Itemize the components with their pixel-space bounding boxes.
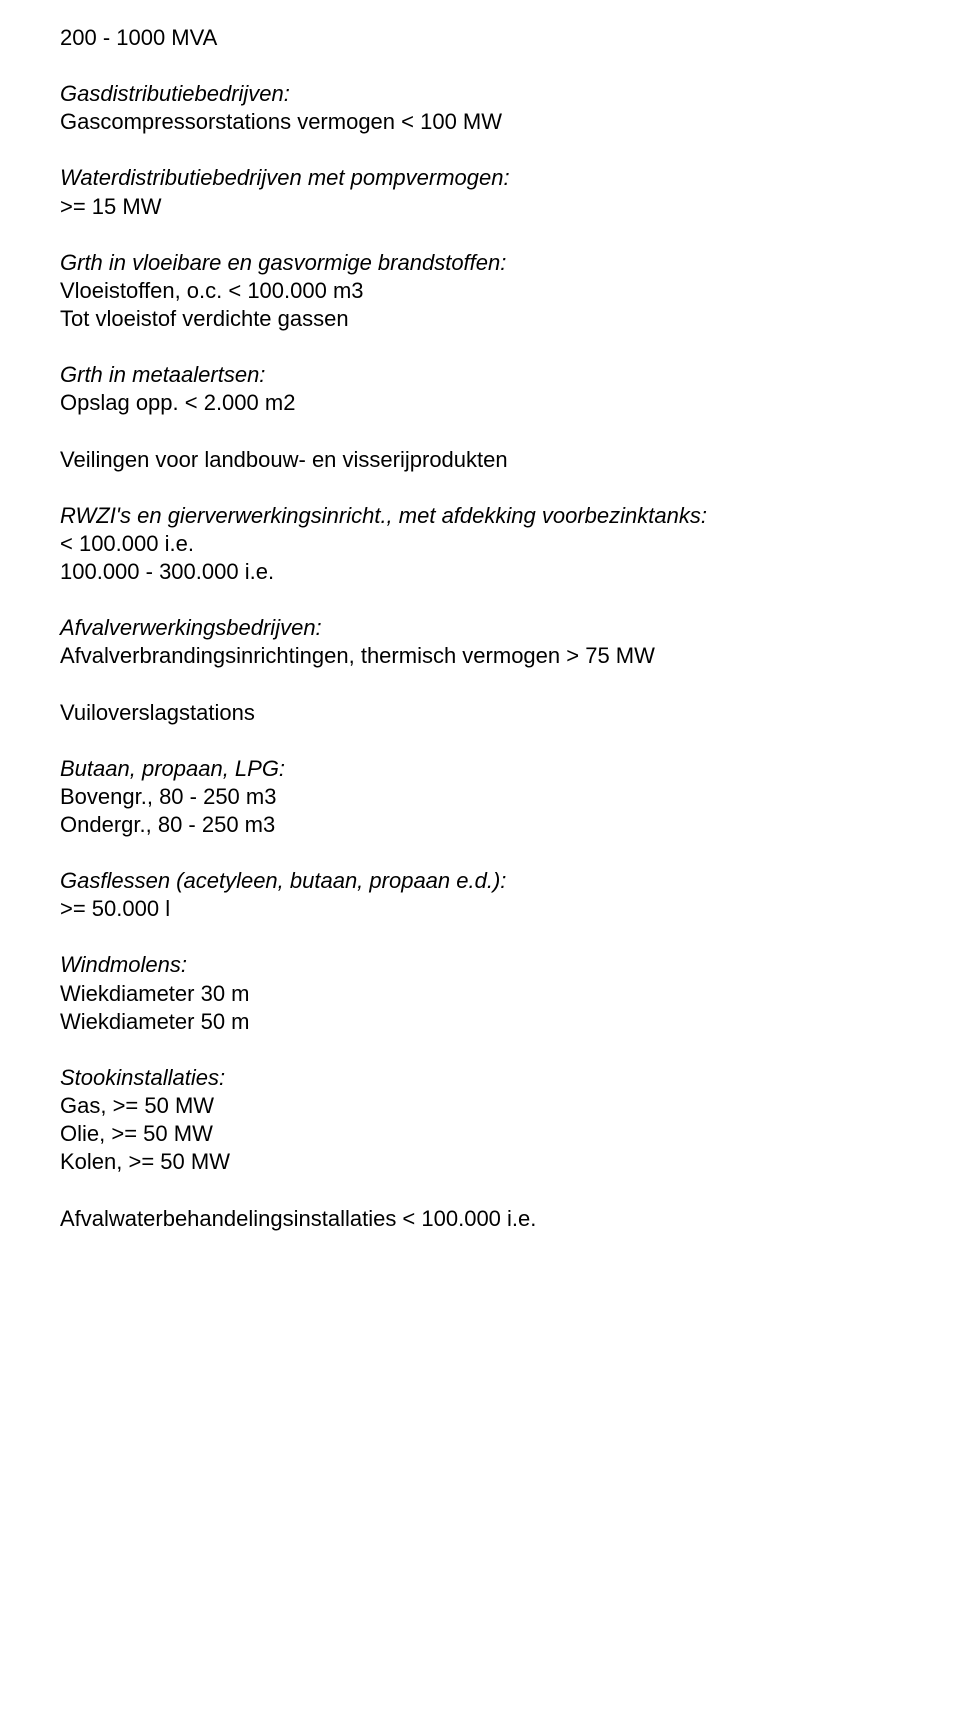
line-gasflessen-value: >= 50.000 l	[60, 895, 900, 923]
line-afvalverbranding: Afvalverbrandingsinrichtingen, thermisch…	[60, 642, 900, 670]
line-veilingen: Veilingen voor landbouw- en visserijprod…	[60, 446, 900, 474]
line-gascompressor: Gascompressorstations vermogen < 100 MW	[60, 108, 900, 136]
line-stook-olie: Olie, >= 50 MW	[60, 1120, 900, 1148]
line-verdichte-gassen: Tot vloeistof verdichte gassen	[60, 305, 900, 333]
block-afvalverwerking: Afvalverwerkingsbedrijven: Afvalverbrand…	[60, 614, 900, 670]
block-gasflessen: Gasflessen (acetyleen, butaan, propaan e…	[60, 867, 900, 923]
line-vuiloverslag: Vuiloverslagstations	[60, 699, 900, 727]
line-stook-kolen: Kolen, >= 50 MW	[60, 1148, 900, 1176]
heading-stookinstallaties: Stookinstallaties:	[60, 1064, 900, 1092]
block-grth-brandstoffen: Grth in vloeibare en gasvormige brandsto…	[60, 249, 900, 333]
line-afvalwater: Afvalwaterbehandelingsinstallaties < 100…	[60, 1205, 900, 1233]
block-gasdistributie: Gasdistributiebedrijven: Gascompressorst…	[60, 80, 900, 136]
line-ondergr: Ondergr., 80 - 250 m3	[60, 811, 900, 839]
line-wiek-50: Wiekdiameter 50 m	[60, 1008, 900, 1036]
heading-windmolens: Windmolens:	[60, 951, 900, 979]
line-mva: 200 - 1000 MVA	[60, 24, 900, 52]
heading-rwzi: RWZI's en gierverwerkingsinricht., met a…	[60, 502, 900, 530]
line-opslag-opp: Opslag opp. < 2.000 m2	[60, 389, 900, 417]
line-waterdistributie-value: >= 15 MW	[60, 193, 900, 221]
line-rwzi-2: 100.000 - 300.000 i.e.	[60, 558, 900, 586]
block-rwzi: RWZI's en gierverwerkingsinricht., met a…	[60, 502, 900, 586]
heading-afvalverwerking: Afvalverwerkingsbedrijven:	[60, 614, 900, 642]
heading-grth-metaalertsen: Grth in metaalertsen:	[60, 361, 900, 389]
heading-grth-brandstoffen: Grth in vloeibare en gasvormige brandsto…	[60, 249, 900, 277]
block-grth-metaalertsen: Grth in metaalertsen: Opslag opp. < 2.00…	[60, 361, 900, 417]
block-butaan: Butaan, propaan, LPG: Bovengr., 80 - 250…	[60, 755, 900, 839]
heading-butaan: Butaan, propaan, LPG:	[60, 755, 900, 783]
heading-gasflessen: Gasflessen (acetyleen, butaan, propaan e…	[60, 867, 900, 895]
line-vloeistoffen: Vloeistoffen, o.c. < 100.000 m3	[60, 277, 900, 305]
block-stookinstallaties: Stookinstallaties: Gas, >= 50 MW Olie, >…	[60, 1064, 900, 1177]
line-bovengr: Bovengr., 80 - 250 m3	[60, 783, 900, 811]
block-waterdistributie: Waterdistributiebedrijven met pompvermog…	[60, 164, 900, 220]
line-wiek-30: Wiekdiameter 30 m	[60, 980, 900, 1008]
line-stook-gas: Gas, >= 50 MW	[60, 1092, 900, 1120]
block-windmolens: Windmolens: Wiekdiameter 30 m Wiekdiamet…	[60, 951, 900, 1035]
heading-waterdistributie: Waterdistributiebedrijven met pompvermog…	[60, 164, 900, 192]
heading-gasdistributie: Gasdistributiebedrijven:	[60, 80, 900, 108]
line-rwzi-1: < 100.000 i.e.	[60, 530, 900, 558]
